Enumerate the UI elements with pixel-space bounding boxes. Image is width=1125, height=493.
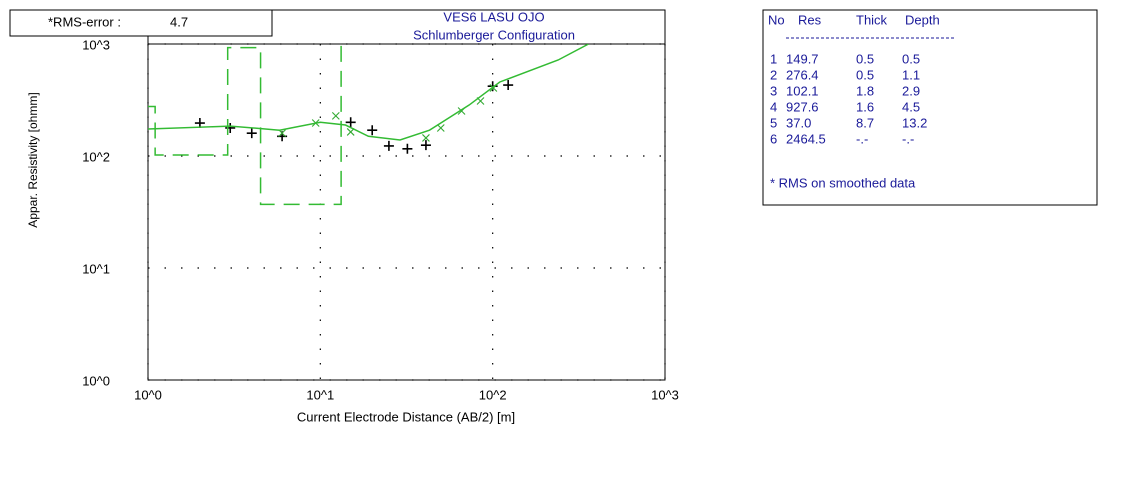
table-cell: 3 bbox=[770, 83, 777, 98]
table-header: Thick bbox=[856, 12, 888, 27]
x-tick-label: 10^3 bbox=[651, 387, 679, 402]
chart-title: VES6 LASU OJO bbox=[443, 9, 544, 24]
table-cell: 2464.5 bbox=[786, 131, 826, 146]
table-cell: 37.0 bbox=[786, 115, 811, 130]
data-point bbox=[246, 128, 257, 139]
data-point bbox=[367, 125, 378, 136]
model-line bbox=[148, 44, 342, 206]
rms-box bbox=[9, 9, 273, 37]
table-cell: 4.5 bbox=[902, 99, 920, 114]
x-tick-label: 10^1 bbox=[306, 387, 334, 402]
table-cell: 8.7 bbox=[856, 115, 874, 130]
table-cell: 1 bbox=[770, 51, 777, 66]
table-cell: 5 bbox=[770, 115, 777, 130]
table-cell: 927.6 bbox=[786, 99, 819, 114]
plot-frame bbox=[147, 9, 666, 381]
table-cell: 102.1 bbox=[786, 83, 819, 98]
plot-area bbox=[148, 44, 589, 206]
y-tick-label: 10^2 bbox=[82, 149, 110, 164]
table-cell: -.- bbox=[856, 131, 868, 146]
table-cell: 6 bbox=[770, 131, 777, 146]
table-cell: 1.1 bbox=[902, 67, 920, 82]
table-cell: 276.4 bbox=[786, 67, 819, 82]
x-tick-label: 10^2 bbox=[479, 387, 507, 402]
data-point bbox=[402, 143, 413, 154]
table-header: Depth bbox=[905, 12, 940, 27]
table-note: * RMS on smoothed data bbox=[770, 175, 916, 190]
smoothed-point bbox=[346, 128, 355, 136]
smoothed-point bbox=[422, 134, 430, 142]
table-cell: 2.9 bbox=[902, 83, 920, 98]
curve-line bbox=[148, 44, 589, 141]
table-cell: 0.5 bbox=[856, 67, 874, 82]
data-point bbox=[420, 140, 431, 151]
smoothed-point bbox=[436, 124, 445, 132]
table-cell: 149.7 bbox=[786, 51, 819, 66]
y-tick-label: 10^3 bbox=[82, 37, 110, 52]
x-tick-label: 10^0 bbox=[134, 387, 162, 402]
data-point bbox=[487, 81, 498, 92]
y-tick-label: 10^0 bbox=[82, 373, 110, 388]
table-cell: 2 bbox=[770, 67, 777, 82]
data-point bbox=[503, 80, 514, 91]
table-header: No bbox=[768, 12, 785, 27]
data-point bbox=[383, 140, 394, 151]
table-header: Res bbox=[798, 12, 822, 27]
table-cell: 0.5 bbox=[856, 51, 874, 66]
table-cell: -.- bbox=[902, 131, 914, 146]
y-axis-label: Appar. Resistivity [ohmm] bbox=[26, 92, 40, 227]
table-cell: 0.5 bbox=[902, 51, 920, 66]
table-cell: 13.2 bbox=[902, 115, 927, 130]
data-point bbox=[194, 118, 205, 129]
table-box bbox=[762, 9, 1098, 206]
data-point bbox=[225, 122, 236, 133]
y-tick-label: 10^1 bbox=[82, 261, 110, 276]
x-axis-label: Current Electrode Distance (AB/2) [m] bbox=[297, 409, 515, 424]
table-cell: 1.8 bbox=[856, 83, 874, 98]
rms-value: 4.7 bbox=[170, 14, 188, 29]
rms-label: *RMS-error : bbox=[48, 14, 121, 29]
table-cell: 4 bbox=[770, 99, 777, 114]
table-cell: 1.6 bbox=[856, 99, 874, 114]
data-point bbox=[345, 117, 356, 128]
smoothed-point bbox=[331, 112, 340, 120]
chart-subtitle: Schlumberger Configuration bbox=[413, 27, 575, 42]
